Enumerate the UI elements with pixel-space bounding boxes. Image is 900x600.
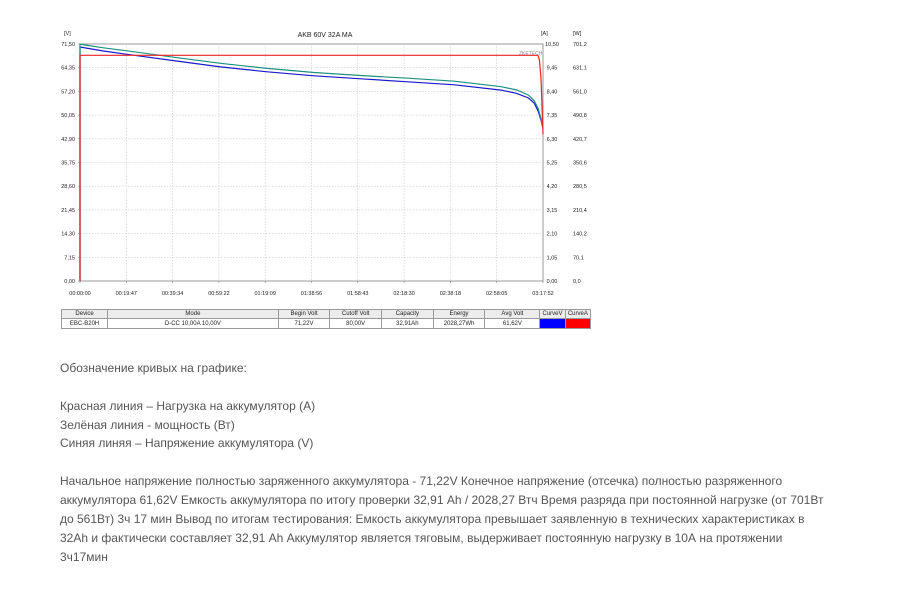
table-cell-device: EBC-B20H <box>60 318 109 329</box>
voltage-series-line <box>79 46 544 281</box>
y-tick-right-a: 8,40 <box>547 89 558 95</box>
y-tick-left: 21,45 <box>61 208 75 214</box>
x-tick: 02:38:18 <box>440 291 461 297</box>
y-tick-left: 57,20 <box>61 89 75 95</box>
table-header: Energy <box>432 309 486 319</box>
x-tick: 02:58:05 <box>486 291 507 297</box>
curve-a-swatch <box>564 318 592 329</box>
curve-v-swatch <box>539 318 566 329</box>
y-tick-left: 28,60 <box>61 184 75 190</box>
y-tick-left: 14,30 <box>61 232 75 238</box>
y-tick-right-a: 10,50 <box>545 42 559 48</box>
y-tick-right-a: 9,45 <box>547 66 558 72</box>
table-cell-avg-volt: 61,62V <box>484 318 541 329</box>
x-tick: 03:17:52 <box>532 291 553 297</box>
y-tick-right-a: 3,15 <box>547 208 558 214</box>
table-header: CurveA <box>564 309 592 319</box>
table-cell-energy: 2028,27Wh <box>432 318 486 329</box>
y-tick-right-w: 350,6 <box>573 161 587 167</box>
y-tick-left: 64,35 <box>61 66 75 72</box>
y-tick-right-w: 631,1 <box>573 66 587 72</box>
table-cell-begin-volt: 71,22V <box>277 318 331 329</box>
table-header: Avg Volt <box>484 309 541 319</box>
y-tick-right-w: 701,2 <box>573 42 587 48</box>
legend-title: Обозначение кривых на графике: <box>60 361 247 375</box>
y-tick-right-w: 280,5 <box>573 184 587 190</box>
watermark: ZKETECH <box>519 51 543 57</box>
table-header-row: Device Mode Begin Volt Cutoff Volt Capac… <box>60 309 592 319</box>
legend-line-red: Красная линия – Нагрузка на аккумулятор … <box>60 399 316 413</box>
left-axis-unit: [V] <box>64 31 71 37</box>
x-tick: 02:18:30 <box>393 291 414 297</box>
y-tick-left: 7,15 <box>64 255 75 261</box>
table-cell-cutoff-volt: 80,00V <box>329 318 383 329</box>
table-header: Begin Volt <box>277 309 331 319</box>
table-row: EBC-B20H D-CC 10,00A 10,00V 71,22V 80,00… <box>60 318 592 329</box>
table-header: Mode <box>107 309 279 319</box>
y-tick-left: 0,00 <box>64 279 75 285</box>
y-tick-right-a: 7,35 <box>547 113 558 119</box>
table-cell-capacity: 32,91Ah <box>381 318 434 329</box>
y-tick-right-w: 490,8 <box>573 113 587 119</box>
y-tick-left: 71,50 <box>61 42 75 48</box>
current-series-line <box>79 54 544 281</box>
y-tick-right-a: 2,10 <box>547 232 558 238</box>
y-tick-right-a: 1,05 <box>547 255 558 261</box>
legend-line-green: Зелёная линия - мощность (Вт) <box>60 418 235 432</box>
x-tick: 00:19:47 <box>116 291 137 297</box>
y-tick-right-a: 5,25 <box>547 161 558 167</box>
table-header: Device <box>60 309 109 319</box>
y-tick-left: 50,05 <box>61 113 75 119</box>
y-tick-right-w: 0,0 <box>573 279 581 285</box>
y-tick-right-a: 0,00 <box>547 279 558 285</box>
power-series-line <box>79 43 544 281</box>
y-tick-right-a: 4,20 <box>547 184 558 190</box>
test-info-table: Device Mode Begin Volt Cutoff Volt Capac… <box>60 309 592 329</box>
grid <box>79 43 544 282</box>
x-tick: 00:59:22 <box>208 291 229 297</box>
right-axis-a-unit: [A] <box>541 31 548 37</box>
tick-layer: 71,50 10,50 701,2 64,35 9,45 631,1 57,20 8,40 56… <box>61 42 587 297</box>
x-tick: 01:58:43 <box>347 291 368 297</box>
series-layer <box>79 43 544 281</box>
y-tick-right-w: 140,2 <box>573 232 587 238</box>
y-tick-right-w: 561,0 <box>573 89 587 95</box>
y-tick-left: 35,75 <box>61 161 75 167</box>
table-header: Cutoff Volt <box>329 309 383 319</box>
discharge-chart: AKB 60V 32A MA [V] [A] [W] ZKETECH 71,50… <box>60 28 593 336</box>
table-header: CurveV <box>539 309 566 319</box>
table-header: Capacity <box>381 309 434 319</box>
right-axis-w-unit: [W] <box>573 31 582 37</box>
x-tick: 00:39:34 <box>162 291 183 297</box>
y-tick-left: 42,90 <box>61 137 75 143</box>
x-tick: 01:38:56 <box>301 291 322 297</box>
legend-line-blue: Синяя линяя – Напряжение аккумулятора (V… <box>60 436 314 450</box>
chart-title: AKB 60V 32A MA <box>298 32 353 39</box>
x-tick: 01:19:09 <box>254 291 275 297</box>
chart-canvas: AKB 60V 32A MA [V] [A] [W] ZKETECH 71,50… <box>61 31 587 297</box>
y-tick-right-a: 6,30 <box>547 137 558 143</box>
y-tick-right-w: 70,1 <box>573 255 584 261</box>
table-cell-mode: D-CC 10,00A 10,00V <box>107 318 279 329</box>
y-tick-right-w: 210,4 <box>573 208 587 214</box>
x-tick: 00:00:00 <box>69 291 90 297</box>
y-tick-right-w: 420,7 <box>573 137 587 143</box>
test-summary-paragraph: Начальное напряжение полностью заряженно… <box>60 474 824 564</box>
